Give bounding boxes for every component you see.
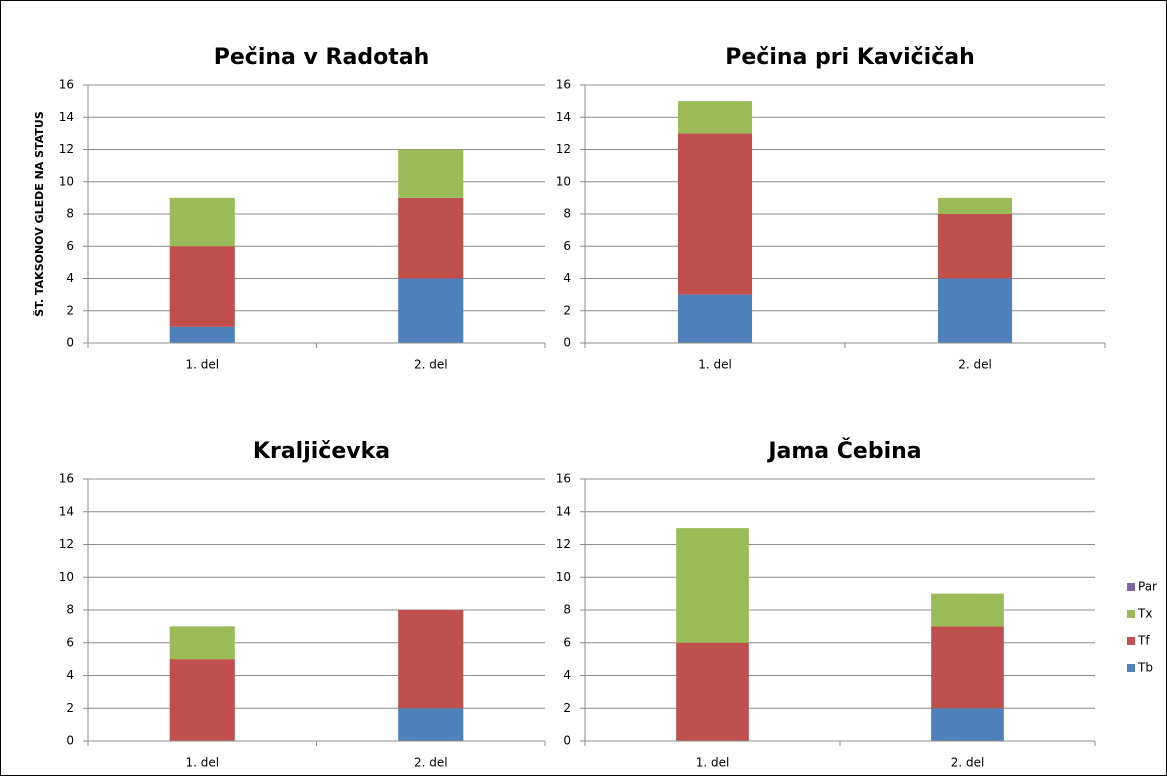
bar-segment bbox=[398, 278, 464, 343]
bar-segment bbox=[169, 197, 235, 247]
y-tick-label: 10 bbox=[556, 174, 571, 188]
bar-segment bbox=[676, 642, 749, 741]
y-tick-label: 4 bbox=[563, 271, 571, 285]
x-tick-label: 1. del bbox=[698, 358, 732, 372]
legend-swatch bbox=[1127, 583, 1135, 591]
bar-segment bbox=[677, 294, 753, 343]
x-tick-label: 2. del bbox=[958, 358, 992, 372]
bar-segment bbox=[931, 626, 1004, 709]
x-tick-label: 2. del bbox=[414, 358, 448, 372]
bar-segment bbox=[169, 246, 235, 327]
y-tick-label: 6 bbox=[66, 635, 74, 649]
y-tick-label: 0 bbox=[66, 336, 74, 350]
chart-title: Kraljičevka bbox=[253, 439, 390, 464]
y-tick-label: 10 bbox=[59, 174, 74, 188]
y-tick-label: 0 bbox=[66, 734, 74, 748]
y-tick-label: 16 bbox=[556, 78, 571, 92]
x-tick-label: 1. del bbox=[185, 358, 219, 372]
x-tick-label: 1. del bbox=[696, 756, 730, 770]
y-tick-label: 6 bbox=[563, 239, 571, 253]
y-tick-label: 8 bbox=[563, 207, 571, 221]
y-tick-label: 4 bbox=[66, 668, 74, 682]
legend-swatch bbox=[1127, 637, 1135, 645]
y-tick-label: 0 bbox=[563, 734, 571, 748]
y-tick-label: 14 bbox=[556, 110, 571, 124]
bar-segment bbox=[937, 278, 1013, 343]
bar-segment bbox=[169, 626, 235, 660]
y-tick-label: 6 bbox=[66, 239, 74, 253]
y-tick-label: 12 bbox=[59, 142, 74, 156]
chart-title: Pečina pri Kavičičah bbox=[725, 45, 975, 70]
y-tick-label: 4 bbox=[563, 668, 571, 682]
y-tick-label: 12 bbox=[556, 142, 571, 156]
y-tick-label: 10 bbox=[556, 570, 571, 584]
bar-segment bbox=[677, 133, 753, 295]
bar-segment bbox=[677, 101, 753, 134]
legend-label: Tx bbox=[1137, 607, 1152, 621]
bar-segment bbox=[398, 610, 464, 709]
bar-segment bbox=[398, 149, 464, 198]
y-tick-label: 8 bbox=[563, 603, 571, 617]
bar-segment bbox=[398, 197, 464, 279]
bar-segment bbox=[398, 708, 464, 741]
legend-label: Tf bbox=[1137, 634, 1150, 648]
legend-swatch bbox=[1127, 610, 1135, 618]
bar-segment bbox=[931, 708, 1004, 741]
y-tick-label: 6 bbox=[563, 635, 571, 649]
y-axis-label: ŠT. TAKSONOV GLEDE NA STATUS bbox=[33, 111, 46, 317]
bar-segment bbox=[937, 197, 1013, 214]
bar-segment bbox=[169, 326, 235, 343]
y-tick-label: 14 bbox=[59, 504, 74, 518]
legend-label: Par bbox=[1138, 580, 1157, 594]
y-tick-label: 14 bbox=[59, 110, 74, 124]
bar-segment bbox=[676, 528, 749, 643]
y-tick-label: 14 bbox=[556, 504, 571, 518]
legend-swatch bbox=[1127, 664, 1135, 672]
legend-label: Tb bbox=[1137, 661, 1153, 675]
y-tick-label: 2 bbox=[563, 303, 571, 317]
y-tick-label: 10 bbox=[59, 570, 74, 584]
y-tick-label: 0 bbox=[563, 336, 571, 350]
chart-title: Pečina v Radotah bbox=[214, 45, 429, 70]
y-tick-label: 2 bbox=[66, 303, 74, 317]
y-tick-label: 12 bbox=[556, 537, 571, 551]
chart-title: Jama Čebina bbox=[766, 438, 921, 464]
x-tick-label: 1. del bbox=[185, 756, 219, 770]
y-tick-label: 8 bbox=[66, 207, 74, 221]
y-tick-label: 4 bbox=[66, 271, 74, 285]
y-tick-label: 2 bbox=[66, 701, 74, 715]
bar-segment bbox=[937, 214, 1013, 279]
y-tick-label: 12 bbox=[59, 537, 74, 551]
x-tick-label: 2. del bbox=[414, 756, 448, 770]
y-tick-label: 16 bbox=[59, 472, 74, 486]
x-tick-label: 2. del bbox=[951, 756, 985, 770]
y-tick-label: 8 bbox=[66, 603, 74, 617]
y-tick-label: 16 bbox=[556, 472, 571, 486]
y-tick-label: 16 bbox=[59, 78, 74, 92]
bar-segment bbox=[931, 593, 1004, 627]
y-tick-label: 2 bbox=[563, 701, 571, 715]
bar-segment bbox=[169, 659, 235, 741]
